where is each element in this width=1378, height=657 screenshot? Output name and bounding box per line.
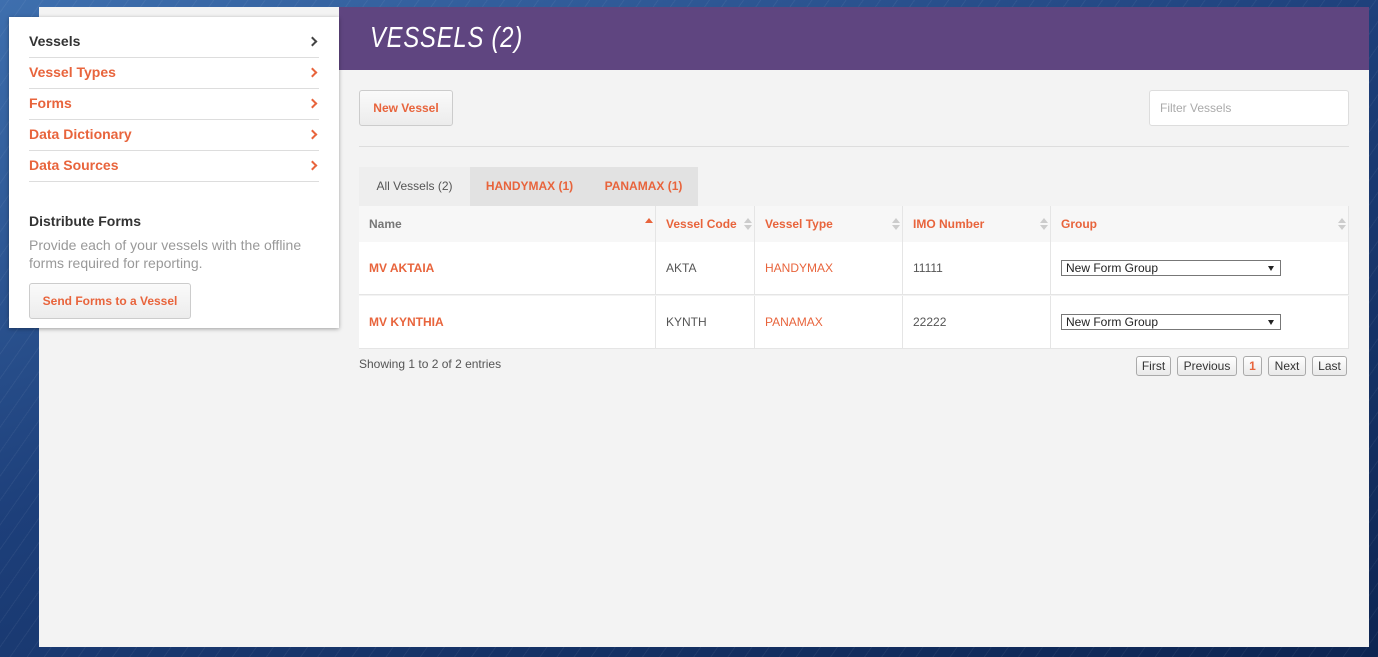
menu-item[interactable]: Vessel Types — [29, 57, 319, 89]
table-cell: New Form Group — [1051, 242, 1349, 295]
vessel-name-link[interactable]: MV AKTAIA — [369, 261, 435, 275]
table-cell: New Form Group — [1051, 296, 1349, 349]
table-cell: AKTA — [656, 242, 755, 295]
column-header[interactable]: Vessel Code — [656, 206, 755, 242]
table-cell: MV AKTAIA — [359, 242, 656, 295]
column-header[interactable]: IMO Number — [903, 206, 1051, 242]
table-cell: MV KYNTHIA — [359, 296, 656, 349]
divider — [359, 146, 1349, 147]
column-label: Name — [369, 217, 402, 231]
distribute-text: Provide each of your vessels with the of… — [29, 237, 302, 271]
column-label: Group — [1061, 217, 1097, 231]
cell-text[interactable]: PANAMAX — [765, 315, 823, 329]
group-select[interactable]: New Form Group — [1061, 260, 1281, 276]
cell-text: 22222 — [913, 315, 947, 329]
cell-text: 11111 — [913, 261, 943, 275]
page-title: VESSELS (2) — [370, 22, 524, 54]
page-button[interactable]: Previous — [1177, 356, 1237, 376]
tab[interactable]: All Vessels (2) — [359, 167, 470, 206]
menu-label: Forms — [29, 95, 72, 111]
column-label: Vessel Type — [765, 217, 833, 231]
page-button[interactable]: 1 — [1243, 356, 1262, 376]
filter-input[interactable]: Filter Vessels — [1149, 90, 1349, 126]
menu-label: Data Sources — [29, 157, 119, 173]
column-label: IMO Number — [913, 217, 985, 231]
tab[interactable]: PANAMAX (1) — [589, 167, 698, 206]
sidebar: Vessels Vessel Types Forms Data Dictiona… — [9, 17, 339, 328]
vessel-name-link[interactable]: MV KYNTHIA — [369, 315, 444, 329]
tab[interactable]: HANDYMAX (1) — [470, 167, 589, 206]
column-header[interactable]: Name — [359, 206, 656, 242]
header-bar — [339, 7, 1369, 70]
menu-label: Data Dictionary — [29, 126, 132, 142]
page-button[interactable]: Last — [1312, 356, 1347, 376]
cell-text: KYNTH — [666, 315, 707, 329]
column-label: Vessel Code — [666, 217, 737, 231]
column-header[interactable]: Vessel Type — [755, 206, 903, 242]
menu-item[interactable]: Vessels — [29, 26, 319, 58]
cell-text: AKTA — [666, 261, 697, 275]
menu-item[interactable]: Forms — [29, 88, 319, 120]
send-forms-button[interactable]: Send Forms to a Vessel — [29, 283, 191, 319]
page-button[interactable]: Next — [1268, 356, 1306, 376]
table-info: Showing 1 to 2 of 2 entries — [359, 357, 502, 371]
distribute-title: Distribute Forms — [29, 213, 142, 229]
page-button[interactable]: First — [1136, 356, 1171, 376]
cell-text[interactable]: HANDYMAX — [765, 261, 834, 275]
new-vessel-button[interactable]: New Vessel — [359, 90, 453, 126]
table-cell: 11111 — [903, 242, 1051, 295]
column-header[interactable]: Group — [1051, 206, 1349, 242]
menu-item[interactable]: Data Dictionary — [29, 119, 319, 151]
group-select[interactable]: New Form Group — [1061, 314, 1281, 330]
table-cell: HANDYMAX — [755, 242, 903, 295]
menu-item[interactable]: Data Sources — [29, 150, 319, 182]
table-cell: PANAMAX — [755, 296, 903, 349]
table-cell: KYNTH — [656, 296, 755, 349]
menu-label: Vessels — [29, 33, 81, 49]
table-cell: 22222 — [903, 296, 1051, 349]
menu-label: Vessel Types — [29, 64, 116, 80]
